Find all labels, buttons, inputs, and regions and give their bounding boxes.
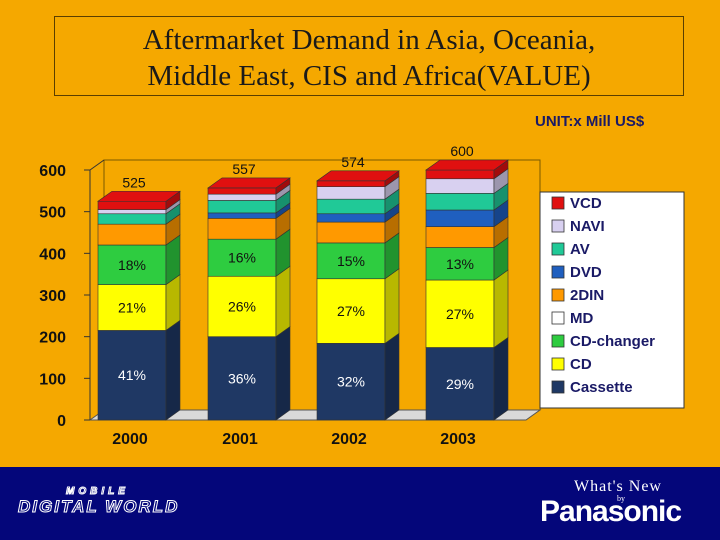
bar-vcd-2003	[425, 169, 495, 180]
bar-cd-changer-2002	[316, 242, 386, 280]
bar-cd-changer-2000	[97, 244, 167, 285]
bar-navi-2003	[425, 178, 495, 194]
bar-cassette-2000	[97, 330, 167, 421]
legend-label-cd: CD	[570, 356, 592, 373]
legend-label-cassette: Cassette	[570, 379, 633, 396]
y-tick-label: 400	[39, 246, 66, 263]
y-tick-label: 0	[57, 413, 66, 430]
bar-2din-2003	[425, 226, 495, 248]
bar-cd-2002	[316, 278, 386, 344]
total-label-2001: 557	[232, 161, 256, 177]
bar-side-cassette-2003	[493, 336, 509, 421]
bar-side-cd-2003	[493, 269, 509, 349]
legend-swatch-cd	[551, 357, 565, 371]
y-tick-label: 200	[39, 330, 66, 347]
legend-label-cd-changer: CD-changer	[570, 333, 655, 350]
bar-2din-2001	[207, 218, 277, 240]
bar-cd-changer-2001	[207, 238, 277, 277]
bar-top-2000	[97, 190, 181, 202]
bar-cd-2000	[97, 284, 167, 331]
x-tick-label-2001: 2001	[222, 431, 258, 448]
bar-cd-changer-2003	[425, 247, 495, 281]
unit-label: UNIT:x Mill US$	[535, 113, 645, 130]
legend-swatch-2din	[551, 288, 565, 302]
bar-side-cd-2002	[384, 268, 400, 344]
segment-label-cd-changer-2000: 18%	[118, 257, 146, 273]
legend-swatch-av	[551, 242, 565, 256]
bar-navi-2000	[97, 209, 167, 215]
segment-label-cd-2002: 27%	[337, 303, 365, 319]
bar-side-cassette-2000	[165, 319, 181, 421]
bar-av-2002	[316, 198, 386, 215]
bar-vcd-2000	[97, 200, 167, 210]
total-label-2002: 574	[341, 154, 365, 170]
bar-top-2001	[207, 177, 291, 189]
chart-title-line-1: Aftermarket Demand in Asia, Oceania,	[142, 24, 596, 56]
bar-vcd-2001	[207, 187, 277, 195]
bar-navi-2002	[316, 186, 386, 200]
mobile-logo-text: MOBILE	[65, 486, 129, 498]
legend-label-navi: NAVI	[570, 218, 605, 235]
y-tick-label: 500	[39, 205, 66, 222]
bar-cassette-2001	[207, 336, 277, 421]
legend-swatch-dvd	[551, 265, 565, 279]
legend-swatch-navi	[551, 219, 565, 233]
bar-side-cassette-2001	[275, 326, 291, 421]
segment-label-cd-changer-2001: 16%	[228, 250, 256, 266]
bar-2din-2002	[316, 221, 386, 244]
segment-label-cassette-2002: 32%	[337, 374, 365, 390]
legend-label-av: AV	[570, 241, 590, 258]
legend-label-md: MD	[570, 310, 593, 327]
bar-top-2002	[316, 170, 400, 182]
bar-dvd-2003	[425, 209, 495, 227]
legend-label-vcd: VCD	[570, 195, 602, 212]
bar-top-2003	[425, 159, 509, 171]
segment-label-cassette-2000: 41%	[118, 367, 146, 383]
bar-side-cd-2001	[275, 265, 291, 338]
y-tick-label: 300	[39, 288, 66, 305]
legend-swatch-md	[551, 311, 565, 325]
y-tick-label: 100	[39, 371, 66, 388]
segment-label-cassette-2001: 36%	[228, 370, 256, 386]
bar-av-2003	[425, 193, 495, 211]
segment-label-cd-changer-2002: 15%	[337, 253, 365, 269]
chart-title-line-2: Middle East, CIS and Africa(VALUE)	[147, 60, 591, 92]
segment-label-cd-2003: 27%	[446, 306, 474, 322]
bar-navi-2001	[207, 193, 277, 201]
legend-label-dvd: DVD	[570, 264, 602, 281]
legend-swatch-vcd	[551, 196, 565, 210]
bar-dvd-2002	[316, 213, 386, 223]
x-tick-label-2002: 2002	[331, 431, 367, 448]
digital-world-logo-text: DIGITAL WORLD	[17, 497, 180, 517]
legend-swatch-cd-changer	[551, 334, 565, 348]
stacked-bar-chart: 0 100 200 300 400 500 600 525 41% 21% 18% 2000 557 36…	[39, 143, 685, 448]
bar-av-2000	[97, 213, 167, 225]
mobile-digital-world-logo: MOBILE DIGITAL WORLD	[17, 486, 180, 517]
whats-new-text: What's New	[574, 478, 662, 495]
by-text: by	[617, 494, 625, 503]
x-tick-label-2003: 2003	[440, 431, 476, 448]
bar-2din-2000	[97, 223, 167, 246]
panasonic-logo: Panasonic	[540, 495, 682, 528]
y-axis-top-edge	[89, 159, 105, 171]
legend-swatch-cassette	[551, 380, 565, 394]
total-label-2000: 525	[122, 174, 146, 190]
bar-vcd-2002	[316, 180, 386, 187]
legend-label-2din: 2DIN	[570, 287, 604, 304]
footer-bar	[0, 467, 720, 540]
segment-label-cd-2001: 26%	[228, 298, 256, 314]
x-tick-label-2000: 2000	[112, 431, 148, 448]
bar-av-2001	[207, 200, 277, 214]
y-tick-label: 600	[39, 163, 66, 180]
segment-label-cassette-2003: 29%	[446, 376, 474, 392]
segment-label-cd-changer-2003: 13%	[446, 256, 474, 272]
total-label-2003: 600	[450, 143, 474, 159]
bar-side-cassette-2002	[384, 332, 400, 421]
bar-cd-2003	[425, 279, 495, 348]
bar-cassette-2002	[316, 343, 386, 421]
chart-title-box: Aftermarket Demand in Asia, Oceania, Mid…	[54, 16, 684, 96]
segment-label-cd-2000: 21%	[118, 300, 146, 316]
bar-dvd-2001	[207, 212, 277, 219]
